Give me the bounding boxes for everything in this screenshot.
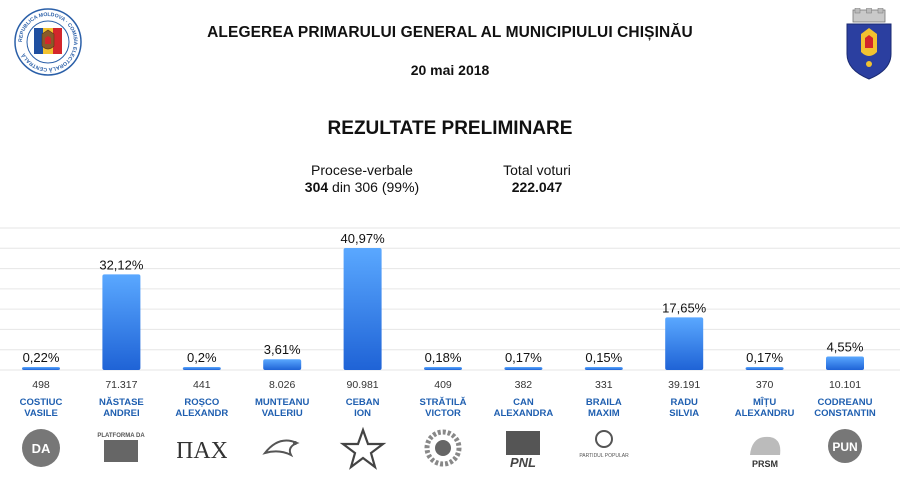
bird-icon	[257, 425, 307, 471]
da-circle-icon: DA	[16, 425, 66, 471]
bar-11	[826, 356, 864, 370]
bear-icon: PRSM	[740, 425, 790, 471]
candidate-last-name: CODREANU	[818, 397, 873, 408]
svg-text:PARTIDUL POPULAR: PARTIDUL POPULAR	[579, 453, 629, 459]
percent-label: 3,61%	[264, 342, 301, 357]
candidate-first-name: VALERIU	[262, 408, 303, 419]
apple-icon: PARTIDUL POPULAR	[579, 425, 629, 471]
candidate-last-name: CEBAN	[346, 397, 380, 408]
protocols-stat: Procese-verbale 304 din 306 (99%)	[272, 162, 452, 196]
protocols-total: din 306 (99%)	[332, 179, 420, 195]
svg-text:PUN: PUN	[832, 440, 857, 454]
bar-10	[745, 367, 784, 370]
candidate-first-name: ION	[354, 408, 371, 419]
svg-text:ПАХ: ПАХ	[177, 438, 227, 464]
votes-label: 370	[756, 379, 774, 391]
candidate-first-name: MAXIM	[588, 408, 620, 419]
percent-label: 0,15%	[585, 350, 622, 365]
percent-label: 0,17%	[746, 350, 783, 365]
star-icon	[338, 425, 388, 471]
svg-text:DA: DA	[32, 441, 51, 456]
candidate-first-name: SILVIA	[669, 408, 699, 419]
bar-5	[343, 247, 382, 370]
votes-label: 331	[595, 379, 613, 391]
bar-7	[504, 367, 543, 370]
pnl-icon: PNL	[498, 425, 548, 471]
percent-label: 0,18%	[425, 350, 462, 365]
percent-label: 17,65%	[662, 300, 707, 315]
candidate-last-name: MUNTEANU	[255, 397, 309, 408]
candidate-first-name: VICTOR	[425, 408, 461, 419]
candidate-last-name: MÎȚU	[753, 396, 776, 408]
votes-label: 441	[193, 379, 211, 391]
protocols-label: Procese-verbale	[311, 162, 413, 178]
svg-text:PLATFORMA DA: PLATFORMA DA	[98, 433, 146, 439]
votes-label: 8.026	[269, 379, 295, 391]
candidate-last-name: RADU	[670, 397, 698, 408]
bar-2	[102, 274, 141, 370]
candidate-first-name: ALEXANDR	[175, 408, 228, 419]
votes-label: 39.191	[668, 379, 700, 391]
candidate-first-name: CONSTANTIN	[814, 408, 876, 419]
page-title: ALEGEREA PRIMARULUI GENERAL AL MUNICIPIU…	[207, 24, 693, 41]
votes-label: 409	[434, 379, 452, 391]
candidate-last-name: NĂSTASE	[99, 397, 144, 408]
candidate-first-name: VASILE	[24, 408, 58, 419]
election-date: 20 mai 2018	[410, 62, 490, 78]
candidate-last-name: CAN	[513, 397, 534, 408]
votes-label: 10.101	[829, 379, 861, 391]
bar-3	[182, 367, 221, 370]
candidate-first-name: ALEXANDRU	[735, 408, 795, 419]
candidate-last-name: ROȘCO	[184, 397, 219, 408]
votes-label: 382	[515, 379, 533, 391]
candidate-last-name: COSTIUC	[20, 397, 63, 408]
percent-label: 0,22%	[23, 350, 60, 365]
svg-text:PRSM: PRSM	[752, 459, 778, 469]
nah-icon: ПАХ	[176, 425, 228, 471]
bar-9	[665, 317, 704, 370]
svg-text:PNL: PNL	[510, 455, 536, 470]
bar-1	[22, 367, 60, 370]
candidate-first-name: ANDREI	[103, 408, 139, 419]
total-votes-value: 222.047	[511, 179, 563, 195]
cec-seal-logo: REPUBLICA MOLDOVA · COMISIA ELECTORALĂ C…	[14, 8, 82, 76]
percent-label: 0,2%	[187, 350, 217, 365]
bar-4	[263, 359, 302, 370]
candidate-first-name: ALEXANDRA	[494, 408, 554, 419]
platforma-da-icon: PLATFORMA DA	[96, 425, 146, 471]
bar-6	[424, 367, 462, 370]
sunflower-icon	[418, 425, 468, 471]
total-votes-stat: Total voturi 222.047	[482, 162, 592, 196]
votes-label: 90.981	[347, 379, 379, 391]
protocols-counted: 304	[304, 179, 329, 195]
party-logos-row: DA PLATFORMA DA ПАХ PNL PARTIDUL POPULAR PRSM…	[0, 425, 900, 475]
votes-label: 71.317	[105, 379, 137, 391]
candidate-last-name: BRAILA	[586, 397, 622, 408]
pun-icon: PUN	[820, 425, 870, 471]
votes-label: 498	[32, 379, 50, 391]
percent-label: 0,17%	[505, 350, 542, 365]
percent-label: 32,12%	[99, 257, 144, 272]
results-subtitle: REZULTATE PRELIMINARE	[327, 118, 573, 139]
total-votes-label: Total voturi	[503, 162, 571, 178]
candidate-last-name: STRĂTILĂ	[420, 397, 467, 408]
chisinau-coat-of-arms-logo	[846, 8, 892, 80]
percent-label: 4,55%	[827, 339, 864, 354]
bar-8	[584, 367, 623, 370]
percent-label: 40,97%	[341, 231, 386, 246]
